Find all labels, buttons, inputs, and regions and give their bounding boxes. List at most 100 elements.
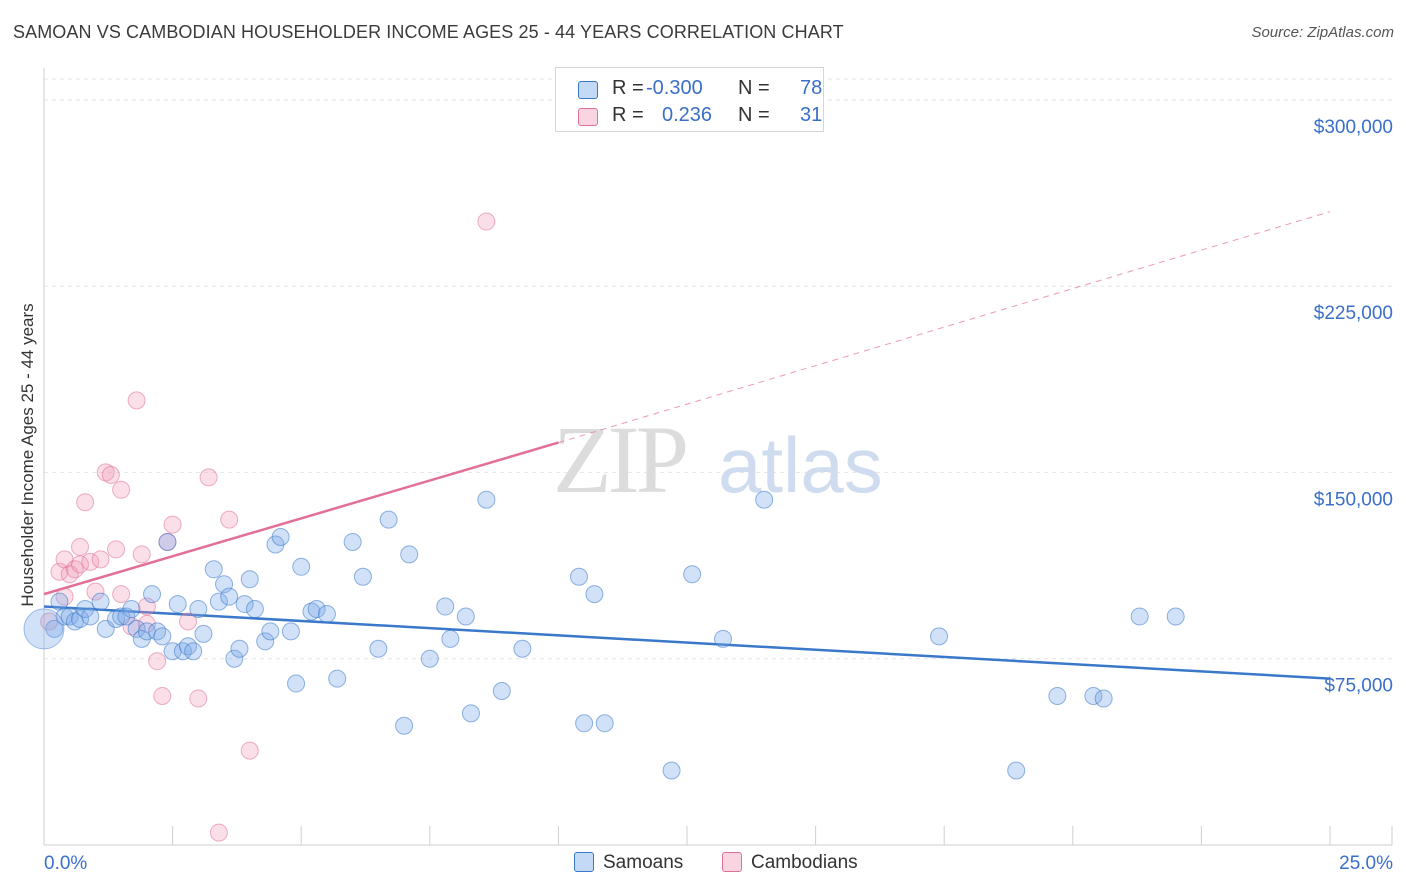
cambodian-point <box>71 537 90 556</box>
legend-r-value: 0.236 <box>662 104 713 126</box>
samoan-point <box>112 607 131 626</box>
samoan-point <box>1007 761 1026 780</box>
cambodian-point <box>55 587 74 606</box>
samoan-point <box>1048 686 1067 705</box>
legend-n-value: 31 <box>800 104 823 126</box>
samoan-point <box>173 642 192 661</box>
watermark-zip: ZIP <box>553 406 686 513</box>
legend-n-label: N = <box>738 104 770 126</box>
samoan-point <box>184 642 203 661</box>
x-tick-label: 25.0% <box>1339 853 1393 874</box>
samoan-point <box>1084 686 1103 705</box>
samoan-point <box>292 557 311 576</box>
samoan-point <box>81 607 100 626</box>
bottom-legend-cambodians-label: Cambodians <box>751 852 858 873</box>
samoan-point <box>71 609 90 628</box>
cambodian-point <box>189 689 208 708</box>
y-tick-label: $300,000 <box>1314 117 1393 138</box>
legend-swatch-pink <box>578 108 598 126</box>
x-tick-label: 0.0% <box>44 853 87 874</box>
cambodian-point <box>101 465 120 484</box>
cambodian-point <box>107 540 126 559</box>
watermark-atlas: atlas <box>718 421 883 509</box>
legend-swatch-blue <box>578 81 598 99</box>
samoan-point <box>127 619 146 638</box>
samoan-point <box>456 607 475 626</box>
points-layer <box>23 212 1185 842</box>
samoan-point <box>256 632 275 651</box>
samoan-point <box>107 609 126 628</box>
source-label: Source: ZipAtlas.com <box>1251 24 1394 41</box>
cambodian-point <box>86 582 105 601</box>
samoan-point <box>168 595 187 614</box>
samoan-point <box>400 545 419 564</box>
bottom-legend-samoans-label: Samoans <box>603 852 684 873</box>
cambodian-point <box>81 552 100 571</box>
cambodian-point <box>220 510 239 529</box>
cambodian-point <box>65 560 84 579</box>
samoan-point <box>55 607 74 626</box>
samoan-point <box>1094 689 1113 708</box>
samoan-point <box>245 600 264 619</box>
bottom-legend-swatch-blue <box>574 852 594 872</box>
samoan-point <box>395 716 414 735</box>
samoan-point <box>179 637 198 656</box>
cambodian-point <box>240 741 259 760</box>
samoan-point <box>194 624 213 643</box>
samoan-point <box>714 629 733 648</box>
cambodian-point <box>76 493 95 512</box>
axis-layer: $75,000 $150,000 $225,000 $300,000 0.0% 25.0% <box>43 68 1393 874</box>
samoan-point <box>662 761 681 780</box>
samoan-point <box>307 600 326 619</box>
samoan-point <box>235 595 254 614</box>
samoan-point <box>143 585 162 604</box>
samoans-trend-line <box>43 605 1331 680</box>
cambodian-point <box>132 545 151 564</box>
cambodian-point <box>112 480 131 499</box>
samoan-point <box>1166 607 1185 626</box>
samoan-point <box>1130 607 1149 626</box>
samoan-point <box>302 602 321 621</box>
samoan-point <box>204 560 223 579</box>
samoan-point <box>225 649 244 668</box>
samoan-point <box>60 607 79 626</box>
cambodian-point <box>163 515 182 534</box>
samoan-point <box>91 592 110 611</box>
chart-title: SAMOAN VS CAMBODIAN HOUSEHOLDER INCOME A… <box>13 22 844 42</box>
y-axis-label-group: Householder Income Ages 25 - 44 years <box>18 303 37 606</box>
legend-r-label: R = <box>612 104 644 126</box>
samoan-point <box>585 585 604 604</box>
samoan-point <box>569 567 588 586</box>
samoan-point <box>683 565 702 584</box>
samoan-point <box>220 587 239 606</box>
samoan-point <box>328 669 347 688</box>
samoan-point <box>343 532 362 551</box>
samoan-point <box>379 510 398 529</box>
samoan-point <box>230 639 249 658</box>
samoan-point <box>513 639 532 658</box>
samoan-point <box>189 600 208 619</box>
samoan-point <box>477 490 496 509</box>
bottom-legend-swatch-pink <box>722 852 742 872</box>
samoan-point <box>575 714 594 733</box>
samoan-point <box>420 649 439 668</box>
samoan-point <box>153 627 172 646</box>
samoan-point <box>158 532 177 551</box>
samoan-point <box>595 714 614 733</box>
cambodian-point <box>91 550 110 569</box>
y-tick-label: $75,000 <box>1324 676 1393 697</box>
legend-r-value: -0.300 <box>646 77 703 99</box>
cambodian-point <box>71 555 90 574</box>
samoan-point <box>317 605 336 623</box>
samoan-point <box>441 629 460 648</box>
bottom-legend-samoans: Samoans <box>574 852 683 874</box>
cambodian-point <box>96 463 115 482</box>
samoan-large-point <box>23 608 65 650</box>
samoan-point <box>261 622 280 641</box>
cambodian-point <box>209 823 228 842</box>
legend-n-label: N = <box>738 77 770 99</box>
samoan-point <box>271 528 290 546</box>
cambodians-trend-extension <box>558 211 1331 444</box>
cambodians-trend-line <box>43 441 559 596</box>
